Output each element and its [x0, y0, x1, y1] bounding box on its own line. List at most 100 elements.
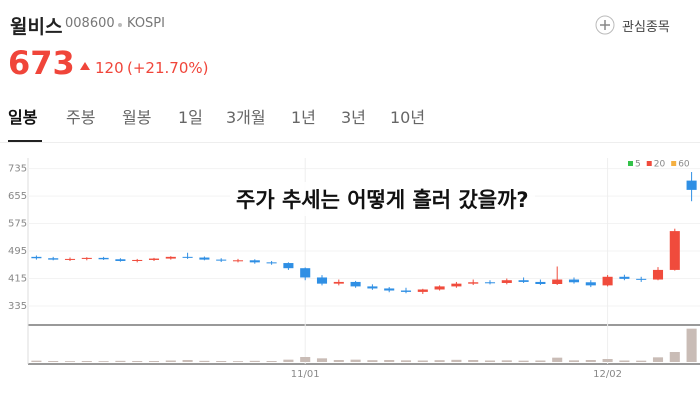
- candle-body: [484, 282, 496, 284]
- volume-bar: [283, 359, 294, 362]
- candle-body: [165, 256, 176, 259]
- candle-body: [518, 280, 529, 282]
- y-tick-label: 735: [8, 164, 27, 175]
- active-tab-underline: [8, 140, 42, 142]
- candle-body: [232, 260, 244, 262]
- volume-bar: [451, 359, 462, 362]
- volume-bar: [165, 360, 176, 362]
- volume-bar: [636, 360, 647, 362]
- volume-bar: [232, 361, 244, 362]
- candle-body: [81, 257, 92, 259]
- tab-divider: [0, 142, 700, 143]
- candle-body: [619, 276, 630, 279]
- up-arrow: [80, 62, 90, 70]
- volume-bar: [48, 361, 59, 362]
- candle-body: [249, 260, 260, 263]
- legend-label: 60: [678, 160, 690, 170]
- volume-bar: [81, 361, 92, 362]
- legend-swatch: [628, 161, 633, 166]
- candle-body: [552, 279, 563, 284]
- y-tick-label: 575: [8, 219, 27, 230]
- period-tab[interactable]: 일봉: [8, 108, 38, 127]
- volume-bar: [585, 360, 596, 362]
- current-price: 673: [8, 44, 75, 82]
- candle-body: [316, 277, 328, 284]
- candle-body: [367, 286, 378, 289]
- y-tick-label: 415: [8, 274, 27, 285]
- candle-body: [333, 281, 344, 284]
- period-tab[interactable]: 3년: [341, 108, 366, 127]
- candle-body: [652, 269, 664, 280]
- candle-body: [300, 268, 311, 278]
- volume-bar: [300, 357, 311, 362]
- candle-body: [384, 288, 395, 291]
- volume-bar: [333, 360, 344, 362]
- volume-bar: [64, 361, 76, 362]
- legend-swatch: [646, 161, 652, 166]
- volume-bar: [31, 360, 42, 362]
- stock-code: 008600: [65, 16, 115, 31]
- volume-bar: [669, 352, 680, 362]
- volume-bar: [417, 360, 428, 362]
- y-tick-label: 495: [8, 246, 27, 257]
- period-tab[interactable]: 3개월: [226, 108, 266, 127]
- period-tab[interactable]: 월봉: [122, 108, 152, 127]
- volume-bar: [148, 361, 160, 362]
- volume-bar: [316, 358, 328, 362]
- candle-body: [451, 283, 462, 287]
- y-tick-label: 335: [8, 301, 27, 312]
- separator-dot: [118, 23, 122, 27]
- candle-body: [400, 290, 412, 292]
- legend-label: 5: [635, 160, 641, 170]
- x-tick-label: 11/01: [291, 369, 320, 380]
- legend-label: 20: [654, 160, 666, 170]
- candle-body: [115, 259, 126, 261]
- watch-button[interactable]: 관심종목: [622, 20, 670, 35]
- candle-body: [266, 262, 277, 264]
- candle-body: [602, 276, 613, 286]
- volume-bar: [686, 328, 697, 362]
- watch-icon[interactable]: [595, 15, 615, 35]
- volume-bar: [115, 360, 126, 362]
- volume-bar: [367, 360, 378, 362]
- period-tab[interactable]: 10년: [390, 108, 426, 127]
- volume-bar: [501, 360, 512, 362]
- candle-body: [148, 258, 160, 260]
- period-tab[interactable]: 주봉: [66, 108, 96, 127]
- candle-body: [468, 282, 479, 284]
- stock-market: KOSPI: [127, 16, 165, 31]
- candle-body: [64, 258, 76, 260]
- period-tab[interactable]: 1년: [291, 108, 316, 127]
- volume-bar: [384, 360, 395, 362]
- candle-body: [48, 258, 59, 260]
- volume-bar: [552, 357, 563, 362]
- candle-body: [669, 231, 680, 270]
- candle-body: [686, 180, 697, 190]
- candle-body: [636, 278, 647, 280]
- volume-bar: [602, 359, 613, 362]
- volume-bar: [518, 360, 529, 362]
- volume-bar: [652, 357, 664, 362]
- volume-bar: [182, 360, 193, 362]
- period-tab[interactable]: 1일: [178, 108, 203, 127]
- candle-body: [585, 282, 596, 286]
- candle-body: [98, 257, 109, 260]
- volume-bar: [199, 360, 210, 362]
- candle-body: [535, 281, 546, 284]
- volume-bar: [216, 361, 227, 362]
- volume-bar: [132, 361, 143, 362]
- candle-body: [417, 289, 428, 292]
- candle-body: [434, 286, 445, 290]
- volume-bar: [434, 360, 445, 362]
- candle-body: [568, 279, 580, 283]
- candle-body: [501, 280, 512, 283]
- volume-bar: [568, 360, 580, 362]
- candle-body: [283, 263, 294, 269]
- overlay-title: 주가 추세는 어떻게 흘러 갔을까?: [230, 182, 535, 216]
- x-tick-label: 12/02: [593, 369, 622, 380]
- volume-bar: [619, 360, 630, 362]
- candle-body: [199, 257, 210, 260]
